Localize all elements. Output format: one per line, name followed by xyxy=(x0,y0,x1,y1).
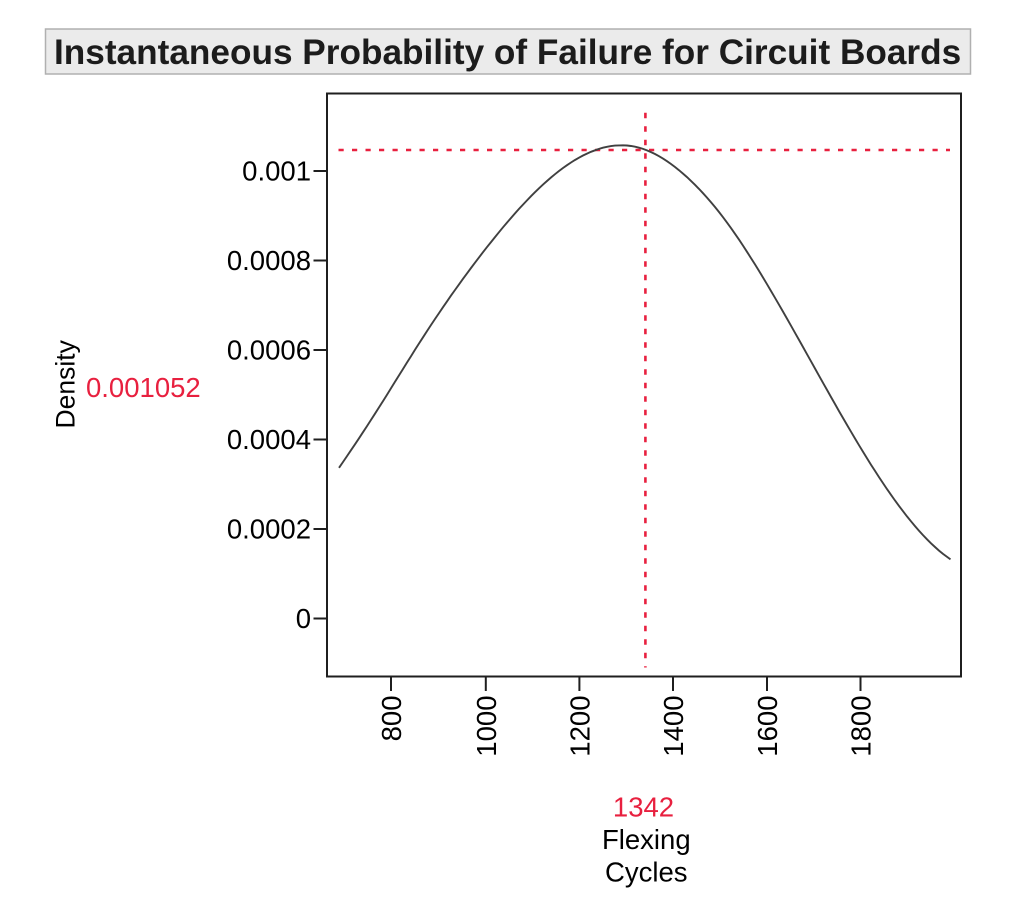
svg-text:800: 800 xyxy=(376,696,407,742)
svg-text:Instantaneous Probability of F: Instantaneous Probability of Failure for… xyxy=(54,33,961,72)
svg-text:0.0008: 0.0008 xyxy=(227,245,311,276)
svg-text:1200: 1200 xyxy=(564,696,595,757)
svg-text:1400: 1400 xyxy=(658,696,689,757)
svg-text:0.0004: 0.0004 xyxy=(227,424,311,455)
svg-text:0.001: 0.001 xyxy=(242,156,311,187)
svg-text:0.0006: 0.0006 xyxy=(227,335,311,366)
svg-text:Flexing: Flexing xyxy=(602,824,691,855)
svg-text:0.001052: 0.001052 xyxy=(86,372,201,403)
svg-text:1000: 1000 xyxy=(471,696,502,757)
svg-text:1800: 1800 xyxy=(846,696,877,757)
svg-text:0.0002: 0.0002 xyxy=(227,514,311,545)
svg-text:1600: 1600 xyxy=(752,696,783,757)
svg-text:0: 0 xyxy=(296,603,311,634)
svg-text:Cycles: Cycles xyxy=(605,857,688,888)
svg-text:1342: 1342 xyxy=(613,792,674,823)
svg-text:Density: Density xyxy=(50,339,80,428)
